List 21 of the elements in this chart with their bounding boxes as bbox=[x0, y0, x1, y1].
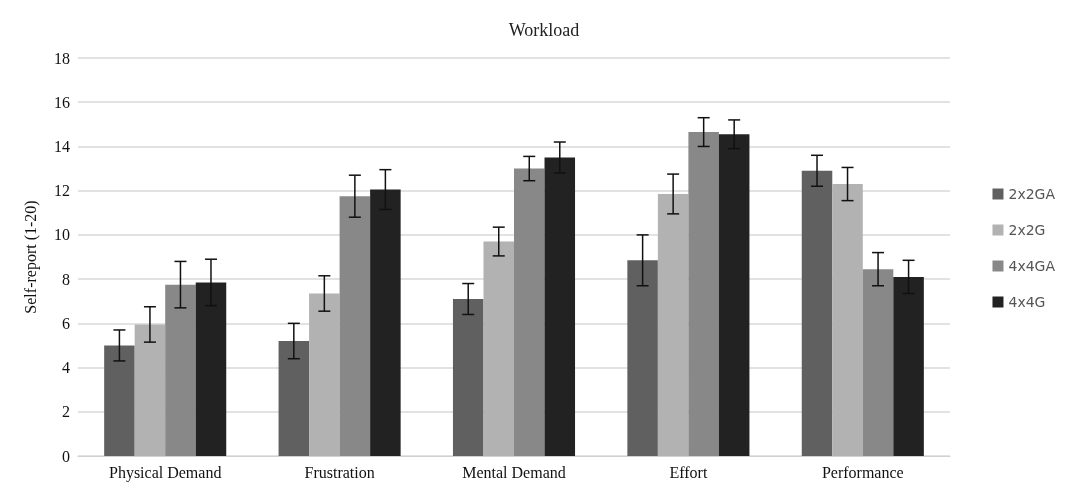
x-tick-label: Performance bbox=[821, 463, 904, 481]
y-tick-label: 6 bbox=[62, 314, 70, 332]
x-tick-label: Frustration bbox=[304, 463, 375, 481]
y-tick-label: 8 bbox=[62, 270, 70, 288]
legend-label: 2x2GA bbox=[1008, 186, 1056, 202]
x-tick-label: Physical Demand bbox=[108, 463, 222, 482]
x-tick-label: Mental Demand bbox=[462, 463, 566, 481]
y-tick-label: 14 bbox=[54, 137, 70, 155]
y-tick-label: 16 bbox=[54, 93, 70, 111]
y-axis-title: Self-report (1-20) bbox=[21, 200, 40, 314]
y-tick-label: 4 bbox=[62, 359, 70, 377]
chart-title: Workload bbox=[508, 20, 580, 40]
y-tick-label: 18 bbox=[54, 49, 70, 67]
x-tick-label: Effort bbox=[669, 463, 708, 481]
y-tick-label: 2 bbox=[62, 403, 70, 421]
y-tick-label: 12 bbox=[54, 182, 70, 200]
legend-label: 4x4GA bbox=[1008, 258, 1056, 274]
y-tick-label: 10 bbox=[54, 226, 70, 244]
y-tick-label: 0 bbox=[62, 447, 70, 465]
legend-label: 2x2G bbox=[1008, 222, 1046, 238]
legend-label: 4x4G bbox=[1008, 294, 1046, 310]
